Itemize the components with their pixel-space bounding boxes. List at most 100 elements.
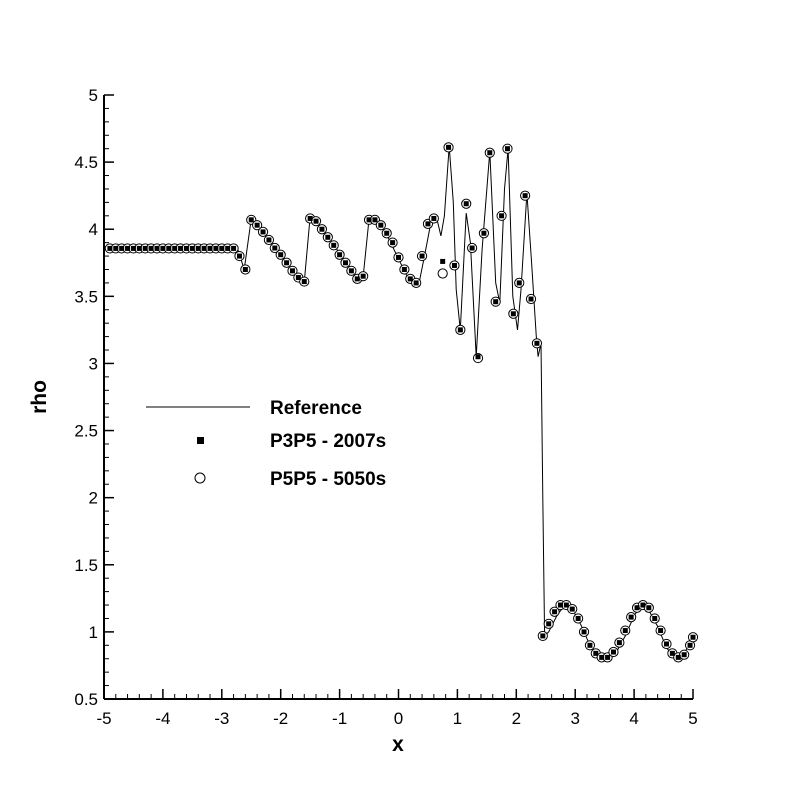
p3p5-point (384, 230, 390, 236)
p3p5-point (569, 606, 575, 612)
p3p5-point (687, 642, 693, 648)
p3p5-point (225, 245, 231, 251)
p3p5-point (178, 245, 184, 251)
p3p5-point (231, 245, 237, 251)
p3p5-point (219, 245, 225, 251)
p3p5-point (581, 629, 587, 635)
y-tick-label: 4.5 (74, 153, 98, 172)
legend-circle-marker (194, 472, 206, 484)
p5p5-point (437, 268, 448, 279)
legend-label-p3p5: P3P5 - 2007s (270, 431, 386, 452)
p3p5-point (113, 245, 119, 251)
p3p5-point (546, 621, 552, 627)
p3p5-point (342, 260, 348, 266)
p3p5-point (125, 245, 131, 251)
p3p5-point (289, 268, 295, 274)
p3p5-point (130, 245, 136, 251)
p3p5-point (378, 222, 384, 228)
x-tick-label: 2 (512, 709, 521, 728)
p3p5-point (396, 254, 401, 260)
p3p5-point (160, 245, 166, 251)
x-tick-label: -5 (96, 709, 111, 728)
p3p5-point (528, 296, 534, 302)
p3p5-point (616, 640, 622, 646)
p3p5-point (401, 266, 407, 272)
legend: Reference P3P5 - 2007s P5P5 - 5050s (146, 398, 386, 490)
p3p5-point (413, 280, 419, 286)
legend-label-p5p5: P5P5 - 5050s (270, 469, 386, 490)
p3p5-point (522, 193, 528, 199)
p3p5-point (634, 605, 640, 611)
p3p5-point (166, 245, 172, 251)
p3p5-point (681, 652, 687, 658)
p3p5-point (154, 245, 160, 251)
p3p5-point (419, 253, 425, 259)
x-tick-label: 1 (453, 709, 462, 728)
x-tick-label: -1 (332, 709, 347, 728)
p3p5-point (313, 218, 319, 224)
p3p5-point (658, 628, 664, 634)
axes-layer: -5 -4 -3 -2 -1 0 1 2 3 4 5 0.5 1 1.5 2 2.5 3 3.5 4 4.5 5 (74, 86, 697, 728)
y-tick-label: 1.5 (74, 556, 98, 575)
p3p5-point (348, 268, 354, 274)
p3p5-point (675, 654, 681, 660)
p3p5-point (266, 237, 272, 243)
p3p5-point (136, 245, 142, 251)
p3p5-point (493, 299, 499, 305)
y-axis-ticks: 0.5 1 1.5 2 2.5 3 3.5 4 4.5 5 (74, 86, 114, 709)
p3p5-point (431, 215, 437, 221)
p3p5-point (254, 222, 260, 228)
p3p5-point (307, 215, 313, 221)
p3p5-point (593, 650, 599, 656)
p3p5-point (669, 650, 675, 656)
p3p5-point (272, 245, 278, 251)
p3p5-point (242, 266, 248, 272)
p3p5-point (142, 245, 148, 251)
p3p5-point (366, 217, 372, 223)
p3p5-point (652, 615, 658, 621)
p3p5-point (563, 602, 569, 608)
x-tick-label: 3 (570, 709, 579, 728)
p3p5-point (504, 146, 510, 152)
p3p5-point (260, 229, 266, 235)
p3p5-point (510, 311, 516, 317)
p3p5-point (481, 230, 487, 236)
p3p5-point (107, 245, 113, 251)
p3p5-point (236, 253, 242, 259)
p3p5-point (451, 262, 457, 268)
p3p5-point (201, 245, 207, 251)
p3p5-point (552, 609, 558, 615)
y-tick-label: 1 (89, 623, 98, 642)
p3p5-point (284, 260, 290, 266)
p3p5-point (213, 245, 219, 251)
p3p5-point (331, 242, 337, 248)
p3p5-point (390, 240, 396, 246)
p3p5-point (469, 245, 475, 251)
axis-titles: x rho (28, 380, 404, 756)
p3p5-point (248, 217, 254, 223)
p3p5-point (605, 654, 611, 660)
p3p5-point (457, 327, 463, 333)
p3p5-point (119, 245, 125, 251)
y-tick-label: 4 (89, 220, 98, 239)
y-tick-label: 3.5 (74, 287, 98, 306)
x-tick-label: -2 (273, 709, 288, 728)
p3p5-point (295, 275, 301, 281)
p3p5-point (663, 641, 669, 647)
x-tick-label: 5 (688, 709, 697, 728)
y-tick-label: 5 (89, 86, 98, 105)
p3p5-point (646, 605, 652, 611)
p3p5-point (183, 245, 189, 251)
p3p5-point (622, 628, 628, 634)
legend-label-reference: Reference (270, 398, 362, 419)
p3p5-point (599, 654, 605, 660)
y-tick-label: 0.5 (74, 690, 98, 709)
p3p5-point (463, 201, 469, 207)
x-tick-label: 0 (394, 709, 403, 728)
y-tick-label: 3 (89, 354, 98, 373)
p3p5-point (628, 614, 634, 620)
x-axis-ticks: -5 -4 -3 -2 -1 0 1 2 3 4 5 (96, 689, 698, 728)
p3p5-point (195, 245, 201, 251)
p3p5-point (610, 649, 616, 655)
